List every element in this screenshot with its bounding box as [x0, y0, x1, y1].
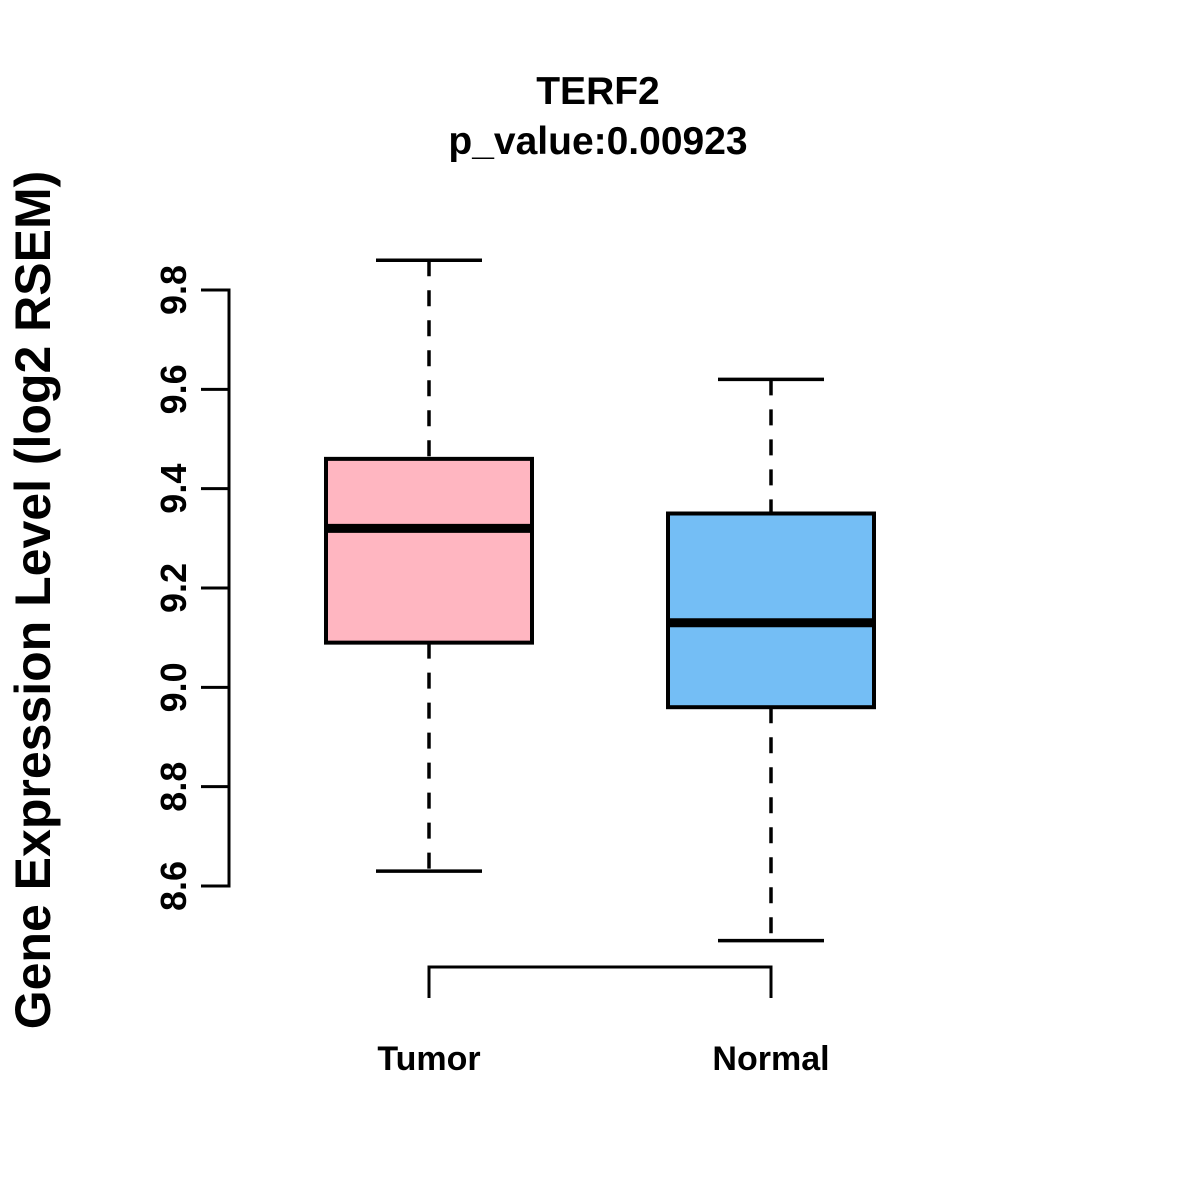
x-group-label-normal: Normal [712, 1040, 829, 1078]
plot-area [324, 258, 876, 943]
y-axis-label: Gene Expression Level (log2 RSEM) [5, 171, 61, 1030]
y-axis: 8.6 8.8 9.0 9.2 9.4 9.6 9.8 [153, 265, 231, 911]
iqr-box-normal [666, 511, 876, 710]
chart-title: TERF2 [536, 70, 660, 113]
x-group-label-tumor: Tumor [377, 1040, 480, 1078]
y-tick-label: 9.4 [153, 464, 194, 514]
box-group-normal [666, 377, 876, 943]
chart-subtitle: p_value:0.00923 [448, 120, 747, 163]
y-tick-label: 9.6 [153, 364, 194, 414]
y-tick-label: 9.8 [153, 265, 194, 315]
x-axis: Tumor Normal [377, 965, 830, 1078]
y-tick-label: 8.6 [153, 861, 194, 911]
iqr-box-tumor [324, 456, 534, 645]
x-axis-bracket [427, 965, 773, 998]
y-tick-label: 9.0 [153, 662, 194, 712]
y-tick-label: 9.2 [153, 563, 194, 613]
box-group-tumor [324, 258, 534, 873]
y-tick-label: 8.8 [153, 762, 194, 812]
